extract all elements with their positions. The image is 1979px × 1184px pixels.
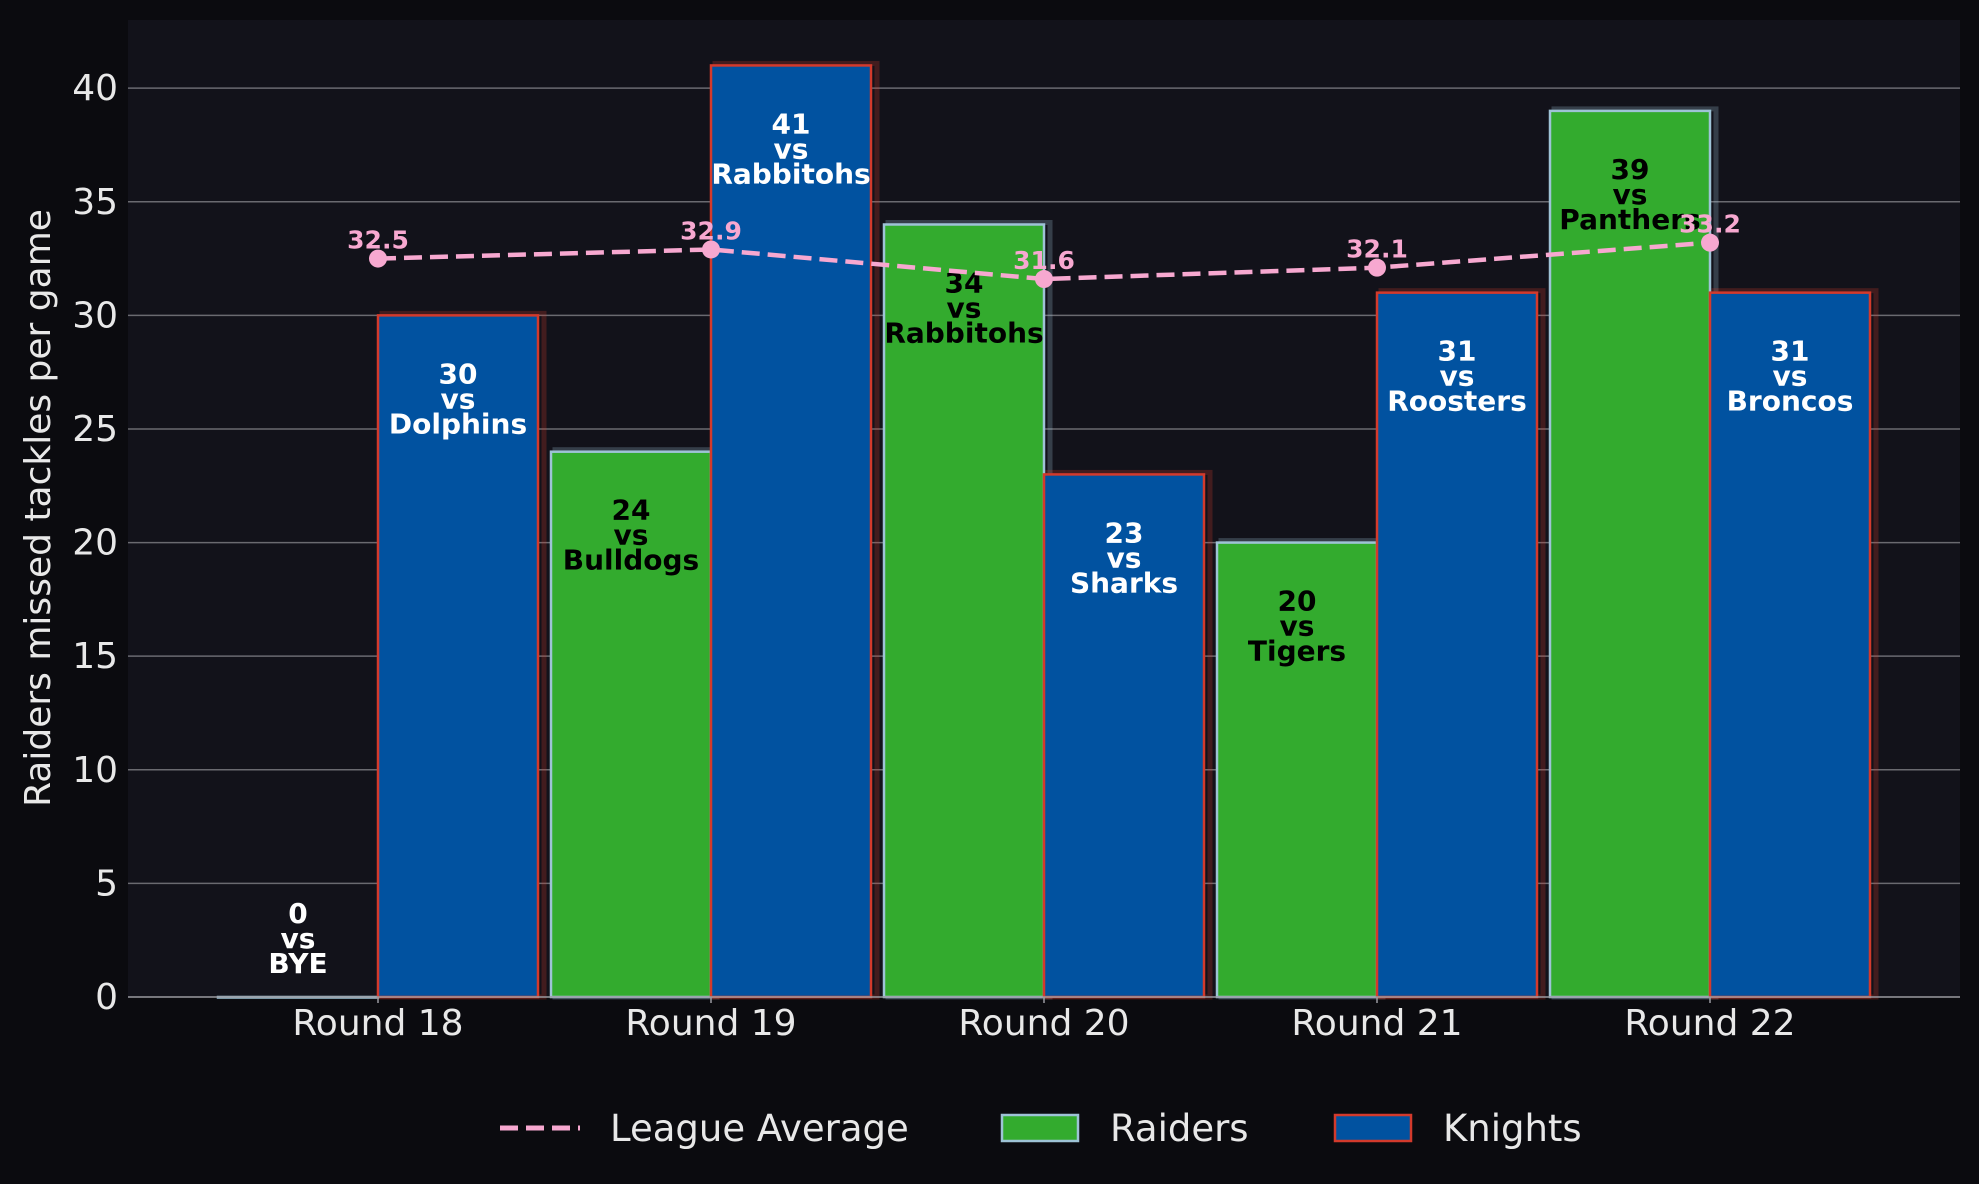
bar-raiders: [1215, 541, 1379, 999]
bar-vs-label: vs: [1107, 541, 1142, 574]
bar-value-label: 31: [1771, 335, 1810, 368]
league-average-layer: 32.5 32.9 31.6 32.1 33.2: [347, 210, 1741, 289]
bar-opponent-label: Rabbitohs: [711, 157, 870, 190]
bar-vs-label: vs: [947, 291, 982, 324]
bar-vs-label: vs: [1773, 360, 1808, 393]
bar-value-label: 31: [1438, 335, 1477, 368]
bar-labels-layer: 0vsBYE24vsBulldogs34vsRabbitohs20vsTiger…: [268, 107, 1853, 980]
bar-value-label: 41: [772, 107, 811, 140]
y-tick-label: 10: [72, 750, 118, 791]
bar-vs-label: vs: [614, 519, 649, 552]
axes-layer: 0 5 10 15 20 25 30 35 40 Round 18 Round 19 Round 20…: [72, 68, 1960, 1044]
bar-value-label: 23: [1105, 516, 1144, 549]
x-tick-label: Round 20: [958, 1003, 1129, 1044]
bar-knights: [1708, 291, 1872, 999]
bar-vs-label: vs: [281, 922, 316, 955]
y-tick-label: 20: [72, 523, 118, 564]
legend: League Average Raiders Knights: [500, 1107, 1582, 1150]
bar-opponent-label: Sharks: [1070, 566, 1178, 599]
x-tick-label: Round 21: [1291, 1003, 1462, 1044]
league-average-value-label: 32.1: [1346, 235, 1408, 264]
bar-raiders: [882, 223, 1046, 999]
bar-vs-label: vs: [1440, 360, 1475, 393]
bar-knights: [1042, 473, 1206, 999]
bar-vs-label: vs: [1613, 178, 1648, 211]
y-tick-label: 35: [72, 182, 118, 223]
bar-knights: [1375, 291, 1539, 999]
league-average-value-label: 32.5: [347, 226, 409, 255]
y-tick-label: 40: [72, 68, 118, 109]
y-tick-label: 0: [95, 977, 118, 1018]
league-average-point: [702, 240, 720, 259]
bar-vs-label: vs: [774, 132, 809, 165]
y-tick-label: 30: [72, 295, 118, 336]
league-average-value-label: 32.9: [680, 216, 742, 245]
y-axis-title: Raiders missed tackles per game: [18, 209, 59, 807]
bar-value-label: 39: [1611, 153, 1650, 186]
legend-swatch-knights: [1333, 1113, 1413, 1143]
bar-opponent-label: Dolphins: [389, 407, 527, 440]
league-average-value-label: 31.6: [1013, 246, 1075, 275]
y-tick-label: 5: [95, 863, 118, 904]
legend-label-knights: Knights: [1443, 1107, 1582, 1150]
bar-vs-label: vs: [1280, 610, 1315, 643]
x-tick-label: Round 22: [1624, 1003, 1795, 1044]
x-tick-label: Round 18: [292, 1003, 463, 1044]
bar-knights: [709, 64, 873, 999]
bar-value-label: 0: [288, 897, 307, 930]
bar-opponent-label: Tigers: [1248, 635, 1346, 668]
bar-opponent-label: Bulldogs: [563, 544, 699, 577]
y-tick-label: 15: [72, 636, 118, 677]
bar-value-label: 24: [612, 494, 651, 527]
bar-opponent-label: Panthers: [1559, 203, 1700, 236]
bars-layer: [216, 60, 1879, 1000]
legend-label-raiders: Raiders: [1110, 1107, 1249, 1150]
legend-label-league-average: League Average: [610, 1107, 909, 1150]
bar-raiders: [1548, 109, 1712, 999]
league-average-point: [1368, 258, 1386, 277]
league-average-point: [1701, 233, 1719, 252]
bar-opponent-label: BYE: [268, 947, 327, 980]
x-tick-label: Round 19: [625, 1003, 796, 1044]
league-average-value-label: 33.2: [1679, 210, 1741, 239]
legend-swatch-raiders: [1000, 1113, 1080, 1143]
bar-value-label: 20: [1278, 585, 1317, 618]
y-tick-label: 25: [72, 409, 118, 450]
bar-opponent-label: Rabbitohs: [884, 316, 1043, 349]
bar-opponent-label: Roosters: [1387, 385, 1527, 418]
bar-vs-label: vs: [441, 382, 476, 415]
league-average-point: [369, 249, 387, 268]
bar-opponent-label: Broncos: [1727, 385, 1854, 418]
bar-raiders: [549, 450, 713, 999]
league-average-point: [1035, 270, 1053, 289]
bar-value-label: 30: [439, 357, 478, 390]
bar-knights: [376, 314, 540, 999]
